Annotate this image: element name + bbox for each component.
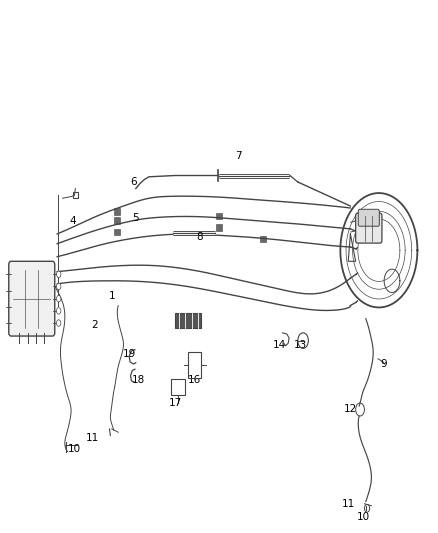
Text: 12: 12	[344, 405, 357, 415]
Text: 9: 9	[380, 359, 387, 369]
Bar	[175, 313, 201, 328]
Text: 1: 1	[108, 290, 115, 301]
Bar	[114, 208, 120, 214]
Text: 18: 18	[131, 375, 145, 385]
FancyBboxPatch shape	[9, 261, 55, 336]
Text: 4: 4	[69, 216, 76, 226]
Text: 17: 17	[169, 398, 182, 408]
FancyBboxPatch shape	[356, 213, 382, 243]
Bar	[216, 213, 222, 219]
Circle shape	[57, 271, 61, 278]
Text: 3: 3	[47, 262, 54, 271]
Bar	[73, 192, 78, 198]
Text: 11: 11	[85, 433, 99, 443]
Text: 11: 11	[342, 499, 355, 509]
Text: 15: 15	[186, 320, 199, 330]
Text: 19: 19	[123, 349, 136, 359]
Text: 8: 8	[196, 232, 203, 243]
Circle shape	[57, 295, 61, 302]
Text: 7: 7	[235, 151, 242, 161]
Bar	[188, 352, 201, 378]
Text: 6: 6	[130, 177, 137, 187]
Bar	[114, 217, 120, 224]
Bar	[114, 229, 120, 235]
Circle shape	[57, 320, 61, 326]
Bar	[216, 224, 222, 231]
Bar	[260, 236, 266, 243]
FancyBboxPatch shape	[358, 209, 379, 226]
Text: 10: 10	[68, 443, 81, 454]
Text: 2: 2	[91, 320, 98, 330]
Text: 16: 16	[188, 375, 201, 385]
Bar	[171, 379, 185, 395]
Text: 14: 14	[273, 340, 286, 350]
Text: 5: 5	[132, 213, 139, 223]
Text: 13: 13	[293, 340, 307, 350]
Circle shape	[57, 308, 61, 314]
Circle shape	[57, 283, 61, 290]
Text: 10: 10	[357, 512, 370, 522]
